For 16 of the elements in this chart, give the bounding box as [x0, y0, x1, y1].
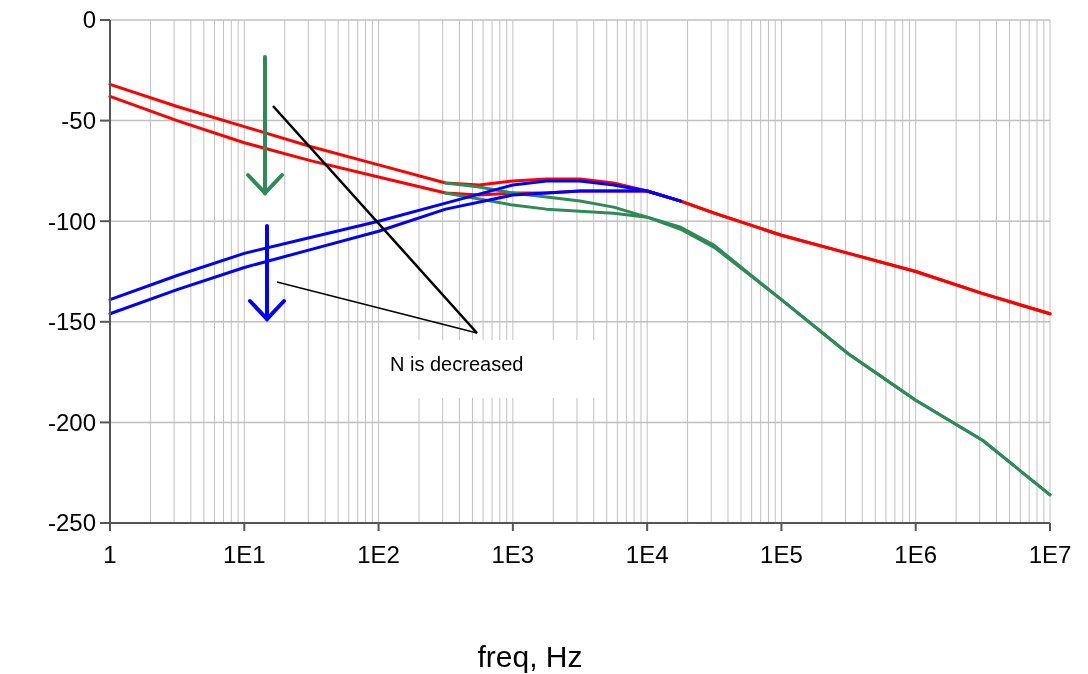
x-tick-label: 1E1 — [222, 541, 266, 568]
x-tick-label: 1E6 — [894, 541, 938, 568]
x-axis-title: freq, Hz — [477, 640, 583, 673]
x-tick-label: 1E3 — [491, 541, 535, 568]
y-tick-label: -150 — [47, 308, 96, 336]
x-tick-label: 1 — [103, 541, 117, 568]
x-tick-label: 1E4 — [625, 541, 669, 568]
x-tick-label: 1E2 — [357, 541, 400, 568]
y-tick-label: -50 — [61, 107, 96, 134]
y-tick-label: -250 — [47, 509, 96, 537]
y-tick-label: 0 — [82, 6, 96, 34]
y-tick-label: -100 — [47, 207, 96, 235]
annotation: N is decreased — [390, 353, 524, 375]
x-tick-label: 1E5 — [760, 541, 803, 568]
x-tick-label: 1E7 — [1028, 541, 1072, 568]
y-tick-label: -200 — [47, 408, 96, 436]
